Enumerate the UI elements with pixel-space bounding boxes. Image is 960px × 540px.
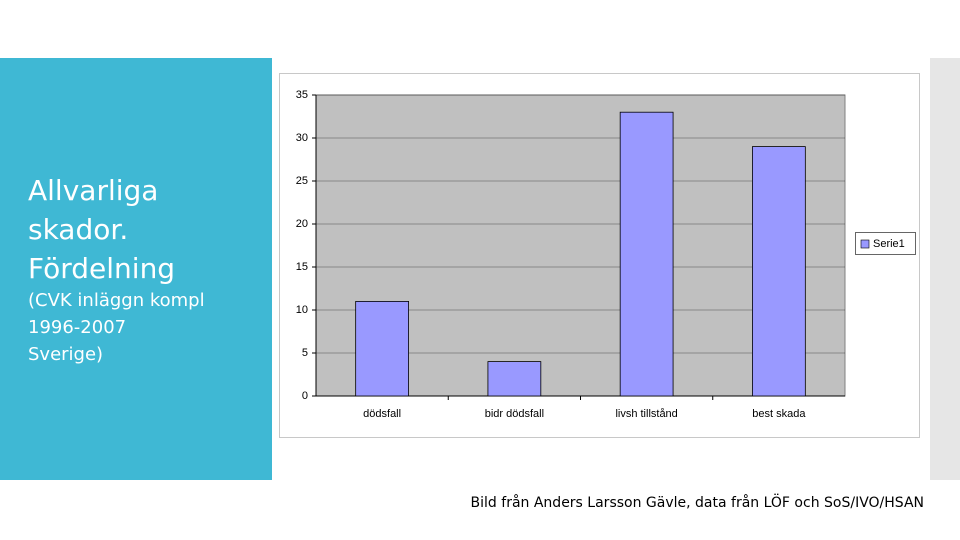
- bar: [752, 146, 806, 397]
- caption: Bild från Anders Larsson Gävle, data frå…: [471, 493, 924, 511]
- legend-label: Serie1: [873, 238, 905, 250]
- x-tick-label: best skada: [752, 408, 806, 420]
- x-tick-label: bidr dödsfall: [485, 408, 544, 420]
- y-tick-label: 25: [296, 175, 308, 187]
- y-tick-label: 20: [296, 218, 308, 230]
- bar: [619, 111, 674, 397]
- bar: [487, 361, 542, 397]
- slide-subtitle: Sverige): [28, 344, 103, 365]
- side-panel: [0, 58, 272, 480]
- x-tick-label: dödsfall: [363, 408, 401, 420]
- legend-box: [855, 232, 916, 255]
- slide-subtitle: (CVK inläggn kompl: [28, 290, 205, 311]
- y-tick-label: 0: [302, 390, 308, 402]
- bar: [355, 300, 409, 397]
- y-tick-label: 5: [302, 347, 308, 359]
- slide-title: skador.: [28, 213, 128, 246]
- legend-swatch: [860, 239, 870, 249]
- y-tick-label: 10: [296, 304, 308, 316]
- slide-subtitle: 1996-2007: [28, 317, 126, 338]
- y-tick-label: 35: [296, 89, 308, 101]
- x-tick-label: livsh tillstånd: [615, 408, 677, 420]
- y-tick-label: 15: [296, 261, 308, 273]
- slide-title: Fördelning: [28, 252, 175, 285]
- side-strip: [930, 58, 960, 480]
- y-tick-label: 30: [296, 132, 308, 144]
- slide-title: Allvarliga: [28, 174, 158, 207]
